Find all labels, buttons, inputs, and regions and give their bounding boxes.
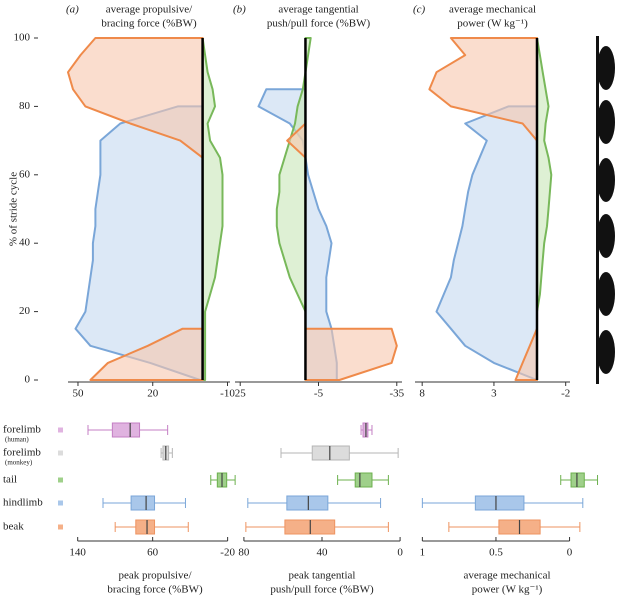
y-tick-label: 60: [19, 168, 31, 180]
y-axis-label: % of stride cycle: [8, 172, 20, 246]
x-tick-label: -20: [220, 547, 235, 559]
panel-letter: (a): [66, 4, 79, 16]
box: [286, 495, 329, 511]
x-tick-label: 1: [420, 547, 426, 559]
category-swatch: [58, 500, 63, 506]
x-axis-label: push/pull force (%BW): [270, 584, 374, 596]
y-tick-label: 0: [25, 374, 31, 386]
x-axis-label: power (W kg⁻¹): [472, 584, 543, 596]
x-tick-label: -5: [314, 388, 324, 400]
silhouette: [597, 214, 615, 258]
category-note: (human): [5, 436, 29, 444]
x-tick-label: 20: [147, 388, 159, 400]
panel-title: average propulsive/: [106, 4, 193, 16]
x-tick-label: 60: [147, 547, 159, 559]
box: [311, 445, 350, 461]
panel-title: average mechanical: [449, 4, 536, 16]
x-axis-label: average mechanical: [463, 570, 550, 582]
panel-title: bracing force (%BW): [101, 18, 197, 30]
category-note: (monkey): [5, 459, 33, 467]
silhouettes: [596, 36, 615, 384]
silhouette: [597, 158, 615, 202]
category-label: tail: [3, 474, 17, 486]
category-swatch: [58, 524, 63, 530]
x-tick-label: 40: [317, 547, 329, 559]
category-label: forelimb: [3, 424, 41, 436]
panel-letter: (c): [413, 4, 426, 16]
x-axis-label: peak propulsive/: [118, 570, 192, 582]
x-tick-label: 0.5: [489, 547, 503, 559]
category-swatch: [58, 477, 63, 483]
profile-area: [536, 37, 553, 381]
box: [111, 422, 141, 438]
x-tick-label: -10: [220, 388, 235, 400]
x-tick-label: 0: [567, 547, 573, 559]
silhouette: [597, 46, 615, 90]
silhouette-bar: [596, 36, 599, 384]
box: [130, 495, 156, 511]
box: [570, 472, 585, 488]
category-swatch: [58, 427, 63, 433]
panel-letter: (b): [233, 4, 246, 16]
silhouette: [597, 330, 615, 374]
silhouette: [597, 272, 615, 316]
category-label: hindlimb: [3, 497, 43, 509]
box: [354, 472, 373, 488]
profile-area: [435, 105, 538, 381]
panel-title: push/pull force (%BW): [267, 18, 371, 30]
x-tick-label: 0: [397, 547, 403, 559]
y-tick-label: 40: [19, 237, 31, 249]
category-swatch: [58, 450, 63, 456]
x-tick-label: 140: [69, 547, 86, 559]
panel-title: power (W kg⁻¹): [457, 18, 528, 30]
profile-area: [428, 37, 538, 381]
x-tick-label: 25: [235, 388, 247, 400]
x-tick-label: 3: [491, 388, 497, 400]
x-tick-label: 80: [238, 547, 250, 559]
silhouette: [597, 100, 615, 144]
category-label: beak: [3, 521, 24, 533]
x-axis-label: peak tangential: [289, 570, 356, 582]
category-label: forelimb: [3, 447, 41, 459]
x-tick-label: 50: [72, 388, 84, 400]
y-tick-label: 80: [19, 100, 31, 112]
x-tick-label: -35: [389, 388, 404, 400]
box: [474, 495, 525, 511]
y-tick-label: 20: [19, 305, 31, 317]
profile-area: [201, 37, 224, 381]
y-tick-label: 100: [14, 32, 31, 44]
box: [135, 519, 156, 535]
profile-area: [257, 88, 338, 381]
x-tick-label: 8: [419, 388, 425, 400]
x-tick-label: -2: [561, 388, 570, 400]
x-axis-label: bracing force (%BW): [107, 584, 203, 596]
panel-title: average tangential: [278, 4, 358, 16]
